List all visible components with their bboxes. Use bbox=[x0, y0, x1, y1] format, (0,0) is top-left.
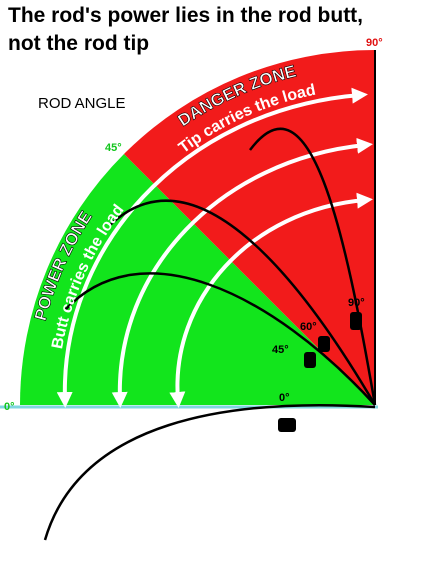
title-line: The rod's power lies in the rod butt, bbox=[8, 4, 363, 27]
rod-angle-label: ROD ANGLE bbox=[38, 95, 126, 112]
arrows bbox=[56, 87, 373, 408]
axis-angle: 45° bbox=[105, 142, 122, 154]
title-line: not the rod tip bbox=[8, 32, 149, 55]
axis-angle: 90° bbox=[366, 37, 383, 49]
rod-angle: 60° bbox=[300, 321, 317, 333]
rod-angle: 0° bbox=[279, 392, 290, 404]
axis-angle: 0° bbox=[4, 401, 15, 413]
rod-angle: 90° bbox=[348, 297, 365, 309]
rods bbox=[43, 127, 377, 541]
reels bbox=[278, 312, 362, 432]
rod-angle: 45° bbox=[272, 344, 289, 356]
